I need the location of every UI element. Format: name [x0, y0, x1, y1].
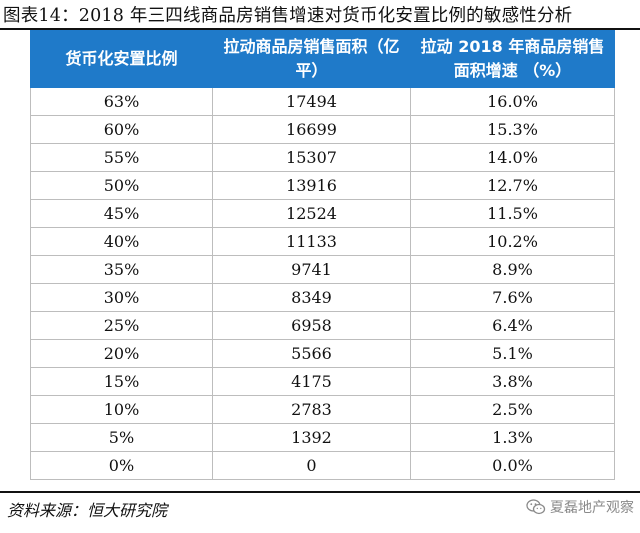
header-ratio: 货币化安置比例: [30, 30, 213, 88]
table-row: 35% 9741 8.9%: [30, 255, 615, 284]
table-row: 30% 8349 7.6%: [30, 283, 615, 312]
table-row: 63% 17494 16.0%: [30, 87, 615, 116]
table-row: 60% 16699 15.3%: [30, 115, 615, 144]
cell-growth: 5.1%: [410, 339, 615, 368]
cell-area: 9741: [212, 255, 411, 284]
cell-area: 15307: [212, 143, 411, 172]
table-row: 20% 5566 5.1%: [30, 339, 615, 368]
cell-area: 1392: [212, 423, 411, 452]
cell-area: 6958: [212, 311, 411, 340]
cell-ratio: 45%: [30, 199, 213, 228]
cell-ratio: 63%: [30, 87, 213, 116]
cell-area: 4175: [212, 367, 411, 396]
table-row: 5% 1392 1.3%: [30, 423, 615, 452]
header-area: 拉动商品房销售面积（亿平）: [212, 30, 411, 88]
cell-ratio: 50%: [30, 171, 213, 200]
cell-growth: 16.0%: [410, 87, 615, 116]
table-row: 25% 6958 6.4%: [30, 311, 615, 340]
cell-ratio: 40%: [30, 227, 213, 256]
watermark: 夏磊地产观察: [526, 497, 634, 517]
figure-title: 图表14：2018 年三四线商品房销售增速对货币化安置比例的敏感性分析: [3, 6, 573, 26]
table-row: 50% 13916 12.7%: [30, 171, 615, 200]
header-row: 货币化安置比例 拉动商品房销售面积（亿平） 拉动 2018 年商品房销售面积增速…: [30, 30, 615, 88]
cell-growth: 6.4%: [410, 311, 615, 340]
source-note: 资料来源：恒大研究院: [7, 501, 168, 520]
cell-ratio: 25%: [30, 311, 213, 340]
table-row: 0% 0 0.0%: [30, 451, 615, 480]
cell-ratio: 10%: [30, 395, 213, 424]
top-rule: [0, 28, 640, 30]
table-row: 45% 12524 11.5%: [30, 199, 615, 228]
cell-ratio: 60%: [30, 115, 213, 144]
cell-growth: 1.3%: [410, 423, 615, 452]
cell-growth: 10.2%: [410, 227, 615, 256]
cell-growth: 3.8%: [410, 367, 615, 396]
watermark-text: 夏磊地产观察: [550, 500, 634, 516]
cell-growth: 2.5%: [410, 395, 615, 424]
cell-area: 12524: [212, 199, 411, 228]
sensitivity-table: 货币化安置比例 拉动商品房销售面积（亿平） 拉动 2018 年商品房销售面积增速…: [30, 30, 615, 480]
table-row: 15% 4175 3.8%: [30, 367, 615, 396]
cell-ratio: 0%: [30, 451, 213, 480]
cell-area: 11133: [212, 227, 411, 256]
cell-ratio: 15%: [30, 367, 213, 396]
cell-area: 13916: [212, 171, 411, 200]
cell-area: 17494: [212, 87, 411, 116]
cell-ratio: 20%: [30, 339, 213, 368]
bottom-rule: [0, 491, 640, 493]
cell-ratio: 55%: [30, 143, 213, 172]
cell-area: 5566: [212, 339, 411, 368]
cell-ratio: 35%: [30, 255, 213, 284]
cell-growth: 15.3%: [410, 115, 615, 144]
cell-growth: 14.0%: [410, 143, 615, 172]
cell-growth: 0.0%: [410, 451, 615, 480]
cell-area: 2783: [212, 395, 411, 424]
cell-ratio: 5%: [30, 423, 213, 452]
wechat-icon: [526, 499, 546, 515]
header-growth: 拉动 2018 年商品房销售面积增速 （%）: [410, 30, 615, 88]
cell-area: 8349: [212, 283, 411, 312]
cell-growth: 7.6%: [410, 283, 615, 312]
cell-growth: 8.9%: [410, 255, 615, 284]
table-row: 55% 15307 14.0%: [30, 143, 615, 172]
table-body: 63% 17494 16.0% 60% 16699 15.3% 55% 15307 14.0% 5…: [30, 87, 615, 480]
table-row: 10% 2783 2.5%: [30, 395, 615, 424]
table-row: 40% 11133 10.2%: [30, 227, 615, 256]
cell-area: 0: [212, 451, 411, 480]
cell-growth: 11.5%: [410, 199, 615, 228]
cell-area: 16699: [212, 115, 411, 144]
cell-ratio: 30%: [30, 283, 213, 312]
cell-growth: 12.7%: [410, 171, 615, 200]
